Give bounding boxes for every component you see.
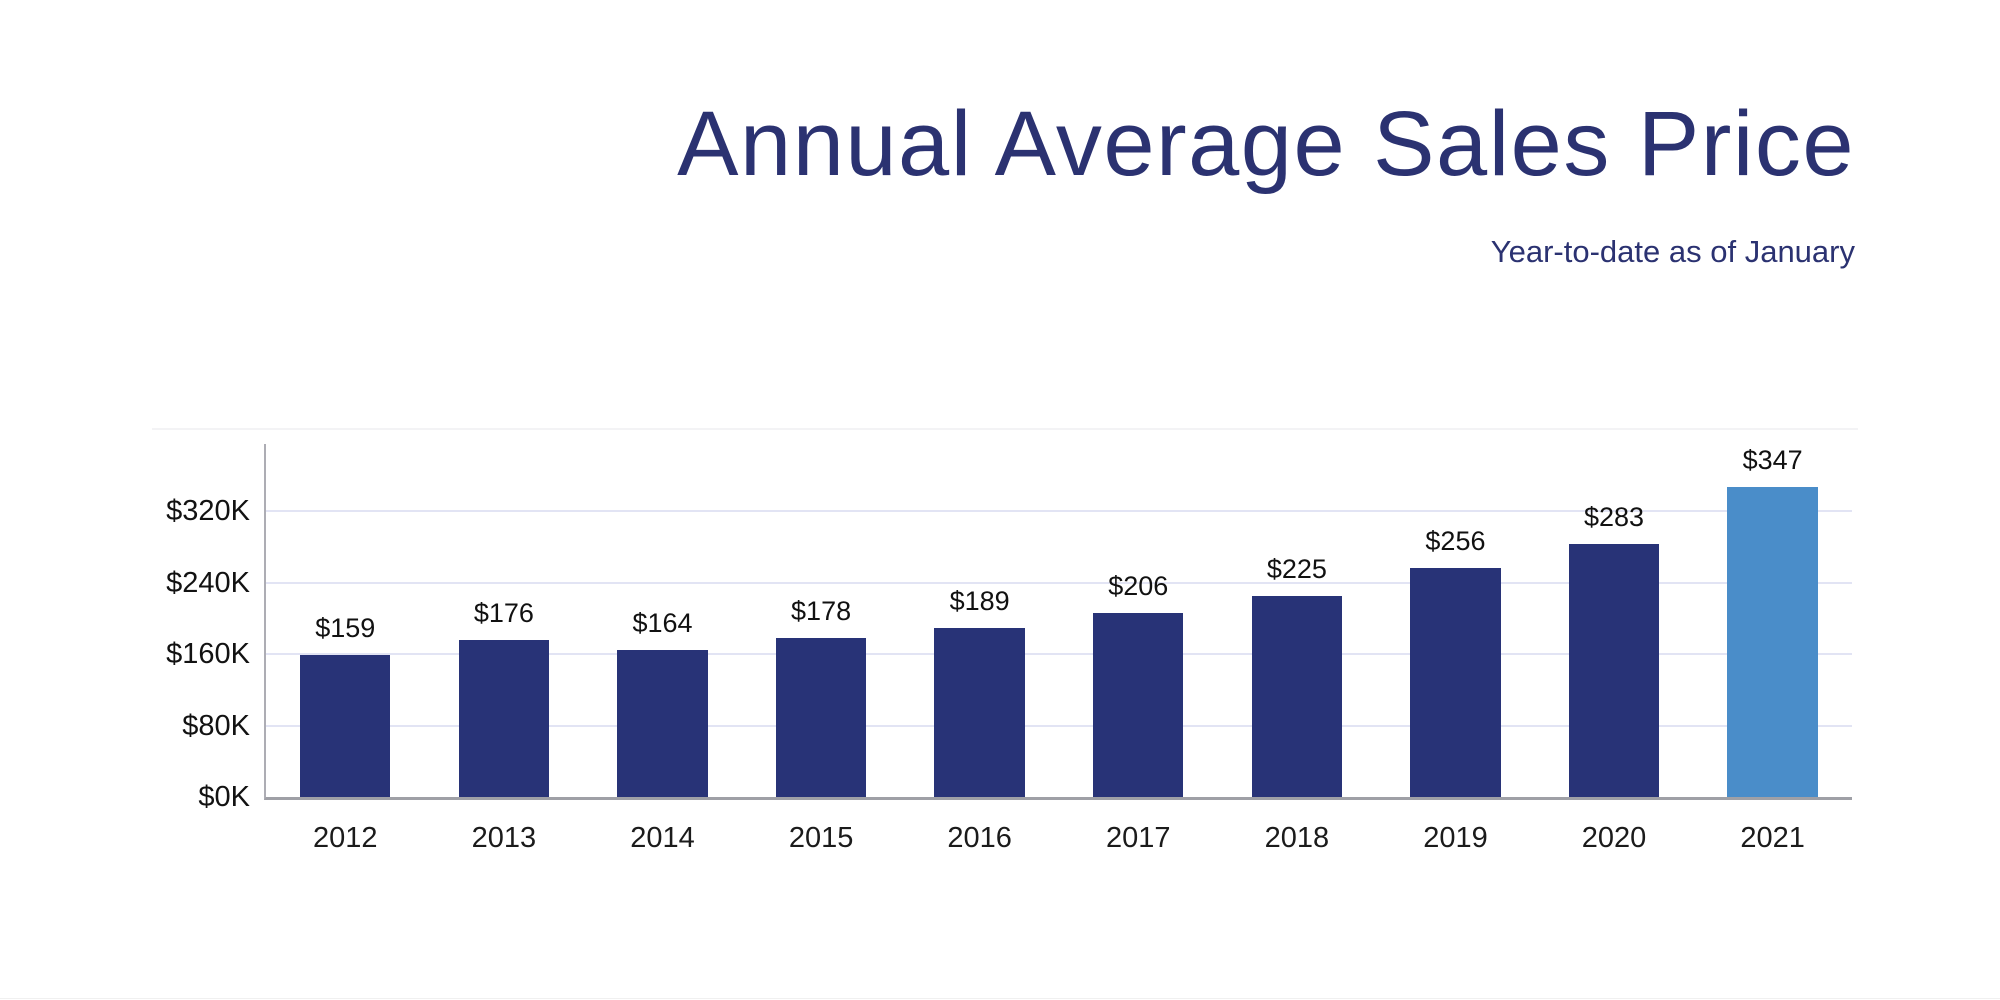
bar-series: $159 2012 $176 2013 $164 2014 $178 2015 $189 2016… [266,444,1852,854]
bar-value-label: $256 [1425,526,1486,557]
y-tick-label: $0K [198,781,250,813]
x-tick-label-2015: 2015 [788,822,854,854]
bar-2015 [775,637,867,797]
chart-header: Annual Average Sales Price Year-to-date … [677,98,1855,270]
y-tick-label: $160K [166,638,250,671]
bar-2014 [617,650,708,797]
bar-value-label: $225 [1266,553,1327,584]
x-tick-label-2021: 2021 [1740,822,1805,854]
chart-title: Annual Average Sales Price [677,93,1855,195]
plot-area: $159 2012 $176 2013 $164 2014 $178 2015 $189 2016… [264,444,1852,854]
bar-group-2017: $206 2017 [1059,444,1218,854]
bar-group-2019: $256 2019 [1376,444,1535,854]
bar-group-2016: $189 2016 [900,444,1059,854]
x-tick-label-2012: 2012 [313,822,378,854]
x-tick-label-2019: 2019 [1423,822,1488,854]
x-tick-label-2013: 2013 [471,822,537,854]
y-axis-tick-labels: $0K $80K $160K $240K $320K [118,444,250,813]
bar-group-2013: $176 2013 [425,444,584,854]
bar-group-2021: $347 2021 [1693,444,1852,854]
bar-2013 [458,639,550,797]
y-tick-label: $320K [166,495,250,528]
bar-value-label: $164 [632,608,693,639]
x-tick-label-2017: 2017 [1106,822,1171,854]
bar-value-label: $283 [1584,502,1645,533]
x-tick-label-2020: 2020 [1581,822,1647,854]
bar-value-label: $189 [949,586,1010,617]
y-tick-label: $80K [182,709,250,742]
bar-value-label: $206 [1108,570,1169,601]
bar-2012 [300,654,391,797]
bar-value-label: $176 [473,597,534,628]
x-tick-label-2014: 2014 [630,822,695,854]
bar-2017 [1093,612,1184,797]
bar-group-2018: $225 2018 [1218,444,1377,854]
x-tick-label-2016: 2016 [947,822,1012,854]
bar-group-2014: $164 2014 [583,444,742,854]
gridline-80k [266,724,1852,727]
bar-2020 [1568,544,1660,797]
gridline-320k [266,510,1852,513]
x-tick-label-2018: 2018 [1264,822,1330,854]
bar-2019 [1410,568,1501,797]
bar-group-2012: $159 2012 [266,444,425,854]
y-tick-label: $240K [166,566,250,599]
bar-group-2020: $283 2020 [1535,444,1694,854]
gridline-240k [266,581,1852,584]
chart-subtitle: Year-to-date as of January [1490,234,1855,269]
bar-group-2015: $178 2015 [742,444,901,854]
bar-value-label: $347 [1742,444,1803,475]
bar-2016 [934,628,1025,797]
bar-2021 [1727,486,1818,797]
bar-value-label: $178 [791,595,852,626]
bottom-hairline [0,998,2000,999]
gridline-160k [266,653,1852,656]
bar-2018 [1251,595,1343,797]
chart-top-border [152,428,1858,430]
bar-value-label: $159 [315,612,376,643]
